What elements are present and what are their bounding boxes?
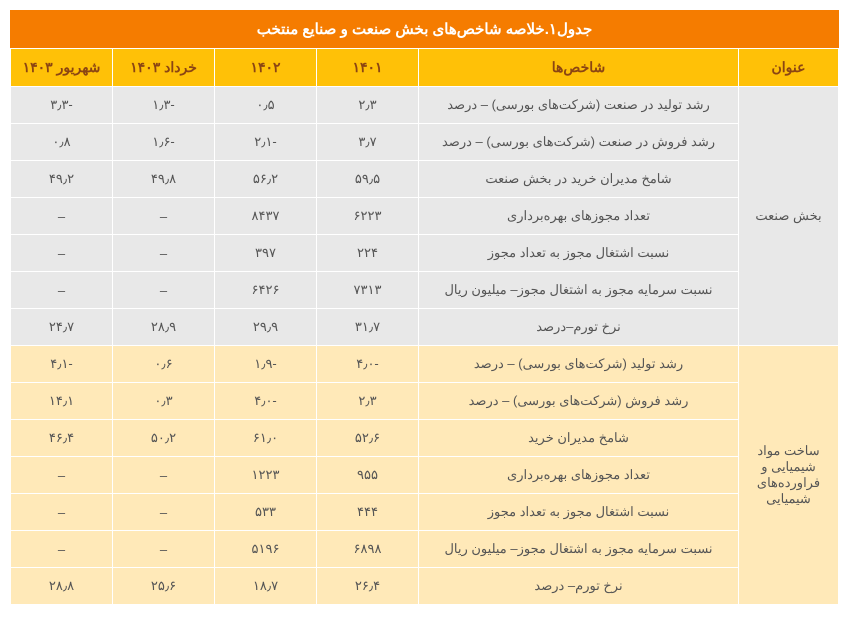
data-cell: ۲۶٫۴ bbox=[317, 568, 419, 605]
table-row: نسبت سرمایه مجوز به اشتغال مجوز– میلیون … bbox=[11, 531, 839, 568]
data-cell: ۱۸٫۷ bbox=[215, 568, 317, 605]
data-cell: ۴۶٫۴ bbox=[11, 420, 113, 457]
table-row: نسبت اشتغال مجوز به تعداد مجوز۲۲۴۳۹۷–– bbox=[11, 235, 839, 272]
data-cell: ۰٫۳ bbox=[113, 383, 215, 420]
data-cell: -۴٫۰ bbox=[215, 383, 317, 420]
table-row: رشد فروش (شرکت‌های بورسی) – درصد۲٫۳-۴٫۰۰… bbox=[11, 383, 839, 420]
header-indicator: شاخص‌ها bbox=[419, 49, 739, 87]
data-cell: ۴۴۴ bbox=[317, 494, 419, 531]
indicator-cell: رشد فروش (شرکت‌های بورسی) – درصد bbox=[419, 383, 739, 420]
data-cell: – bbox=[11, 531, 113, 568]
header-shahrivar1403: شهریور ۱۴۰۳ bbox=[11, 49, 113, 87]
group-label: ساخت مواد شیمیایی و فراورده‌های شیمیایی bbox=[739, 346, 839, 605]
data-cell: -۴٫۰ bbox=[317, 346, 419, 383]
data-cell: ۲٫۳ bbox=[317, 87, 419, 124]
data-cell: – bbox=[113, 494, 215, 531]
data-cell: ۰٫۸ bbox=[11, 124, 113, 161]
data-cell: – bbox=[113, 457, 215, 494]
indicator-cell: تعداد مجوزهای بهره‌برداری bbox=[419, 457, 739, 494]
table-row: رشد فروش در صنعت (شرکت‌های بورسی) – درصد… bbox=[11, 124, 839, 161]
data-cell: ۶۱٫۰ bbox=[215, 420, 317, 457]
data-cell: ۵۱۹۶ bbox=[215, 531, 317, 568]
data-cell: ۲۹٫۹ bbox=[215, 309, 317, 346]
data-cell: ۵۰٫۲ bbox=[113, 420, 215, 457]
table-head: عنوان شاخص‌ها ۱۴۰۱ ۱۴۰۲ خرداد ۱۴۰۳ شهریو… bbox=[11, 49, 839, 87]
data-cell: ۶۴۲۶ bbox=[215, 272, 317, 309]
table-row: تعداد مجوزهای بهره‌برداری۶۲۲۳۸۴۳۷–– bbox=[11, 198, 839, 235]
data-cell: ۴۹٫۲ bbox=[11, 161, 113, 198]
data-cell: ۷۳۱۳ bbox=[317, 272, 419, 309]
data-cell: ۵۲٫۶ bbox=[317, 420, 419, 457]
table-row: ساخت مواد شیمیایی و فراورده‌های شیمیاییر… bbox=[11, 346, 839, 383]
data-cell: ۱۴٫۱ bbox=[11, 383, 113, 420]
data-cell: ۳۹۷ bbox=[215, 235, 317, 272]
data-cell: – bbox=[113, 235, 215, 272]
data-cell: – bbox=[11, 457, 113, 494]
indicator-cell: نسبت سرمایه مجوز به اشتغال مجوز– میلیون … bbox=[419, 531, 739, 568]
indicator-cell: تعداد مجوزهای بهره‌برداری bbox=[419, 198, 739, 235]
data-cell: ۱۲۲۳ bbox=[215, 457, 317, 494]
table-row: شامخ مدیران خرید در بخش صنعت۵۹٫۵۵۶٫۲۴۹٫۸… bbox=[11, 161, 839, 198]
data-cell: – bbox=[11, 198, 113, 235]
header-khordad1403: خرداد ۱۴۰۳ bbox=[113, 49, 215, 87]
indicator-cell: شامخ مدیران خرید bbox=[419, 420, 739, 457]
data-cell: -۱٫۳ bbox=[113, 87, 215, 124]
indicator-cell: نسبت اشتغال مجوز به تعداد مجوز bbox=[419, 235, 739, 272]
data-cell: ۶۸۹۸ bbox=[317, 531, 419, 568]
data-cell: ۳۱٫۷ bbox=[317, 309, 419, 346]
indicator-cell: نسبت اشتغال مجوز به تعداد مجوز bbox=[419, 494, 739, 531]
header-title: عنوان bbox=[739, 49, 839, 87]
data-cell: -۱٫۶ bbox=[113, 124, 215, 161]
table-row: نسبت سرمایه مجوز به اشتغال مجوز– میلیون … bbox=[11, 272, 839, 309]
data-cell: ۵۳۳ bbox=[215, 494, 317, 531]
table-row: نرخ تورم– درصد۲۶٫۴۱۸٫۷۲۵٫۶۲۸٫۸ bbox=[11, 568, 839, 605]
table-row: نرخ تورم–درصد۳۱٫۷۲۹٫۹۲۸٫۹۲۴٫۷ bbox=[11, 309, 839, 346]
header-1402: ۱۴۰۲ bbox=[215, 49, 317, 87]
data-cell: ۹۵۵ bbox=[317, 457, 419, 494]
indicator-cell: نرخ تورم– درصد bbox=[419, 568, 739, 605]
data-cell: ۲۵٫۶ bbox=[113, 568, 215, 605]
table-body: بخش صنعترشد تولید در صنعت (شرکت‌های بورس… bbox=[11, 87, 839, 605]
data-cell: – bbox=[11, 235, 113, 272]
data-cell: ۲۲۴ bbox=[317, 235, 419, 272]
data-cell: ۲۴٫۷ bbox=[11, 309, 113, 346]
data-cell: ۴۹٫۸ bbox=[113, 161, 215, 198]
table-row: شامخ مدیران خرید۵۲٫۶۶۱٫۰۵۰٫۲۴۶٫۴ bbox=[11, 420, 839, 457]
data-cell: ۵۹٫۵ bbox=[317, 161, 419, 198]
indicator-cell: رشد فروش در صنعت (شرکت‌های بورسی) – درصد bbox=[419, 124, 739, 161]
data-cell: – bbox=[11, 494, 113, 531]
indicator-cell: شامخ مدیران خرید در بخش صنعت bbox=[419, 161, 739, 198]
data-cell: – bbox=[113, 198, 215, 235]
group-label: بخش صنعت bbox=[739, 87, 839, 346]
data-cell: -۲٫۱ bbox=[215, 124, 317, 161]
data-cell: ۵۶٫۲ bbox=[215, 161, 317, 198]
data-cell: – bbox=[113, 272, 215, 309]
data-cell: ۲۸٫۹ bbox=[113, 309, 215, 346]
data-cell: -۱٫۹ bbox=[215, 346, 317, 383]
indicator-cell: رشد تولید (شرکت‌های بورسی) – درصد bbox=[419, 346, 739, 383]
table-container: جدول۱.خلاصه شاخص‌های بخش صنعت و صنایع من… bbox=[10, 10, 839, 605]
table-row: نسبت اشتغال مجوز به تعداد مجوز۴۴۴۵۳۳–– bbox=[11, 494, 839, 531]
data-cell: – bbox=[113, 531, 215, 568]
data-cell: ۸۴۳۷ bbox=[215, 198, 317, 235]
table-row: تعداد مجوزهای بهره‌برداری۹۵۵۱۲۲۳–– bbox=[11, 457, 839, 494]
data-cell: – bbox=[11, 272, 113, 309]
data-cell: -۳٫۳ bbox=[11, 87, 113, 124]
indicator-cell: نرخ تورم–درصد bbox=[419, 309, 739, 346]
header-1401: ۱۴۰۱ bbox=[317, 49, 419, 87]
data-cell: ۲٫۳ bbox=[317, 383, 419, 420]
table-row: بخش صنعترشد تولید در صنعت (شرکت‌های بورس… bbox=[11, 87, 839, 124]
summary-table: عنوان شاخص‌ها ۱۴۰۱ ۱۴۰۲ خرداد ۱۴۰۳ شهریو… bbox=[10, 48, 839, 605]
data-cell: ۰٫۵ bbox=[215, 87, 317, 124]
indicator-cell: رشد تولید در صنعت (شرکت‌های بورسی) – درص… bbox=[419, 87, 739, 124]
data-cell: ۰٫۶ bbox=[113, 346, 215, 383]
data-cell: ۲۸٫۸ bbox=[11, 568, 113, 605]
data-cell: ۳٫۷ bbox=[317, 124, 419, 161]
table-title: جدول۱.خلاصه شاخص‌های بخش صنعت و صنایع من… bbox=[10, 10, 839, 48]
indicator-cell: نسبت سرمایه مجوز به اشتغال مجوز– میلیون … bbox=[419, 272, 739, 309]
data-cell: ۶۲۲۳ bbox=[317, 198, 419, 235]
data-cell: -۴٫۱ bbox=[11, 346, 113, 383]
